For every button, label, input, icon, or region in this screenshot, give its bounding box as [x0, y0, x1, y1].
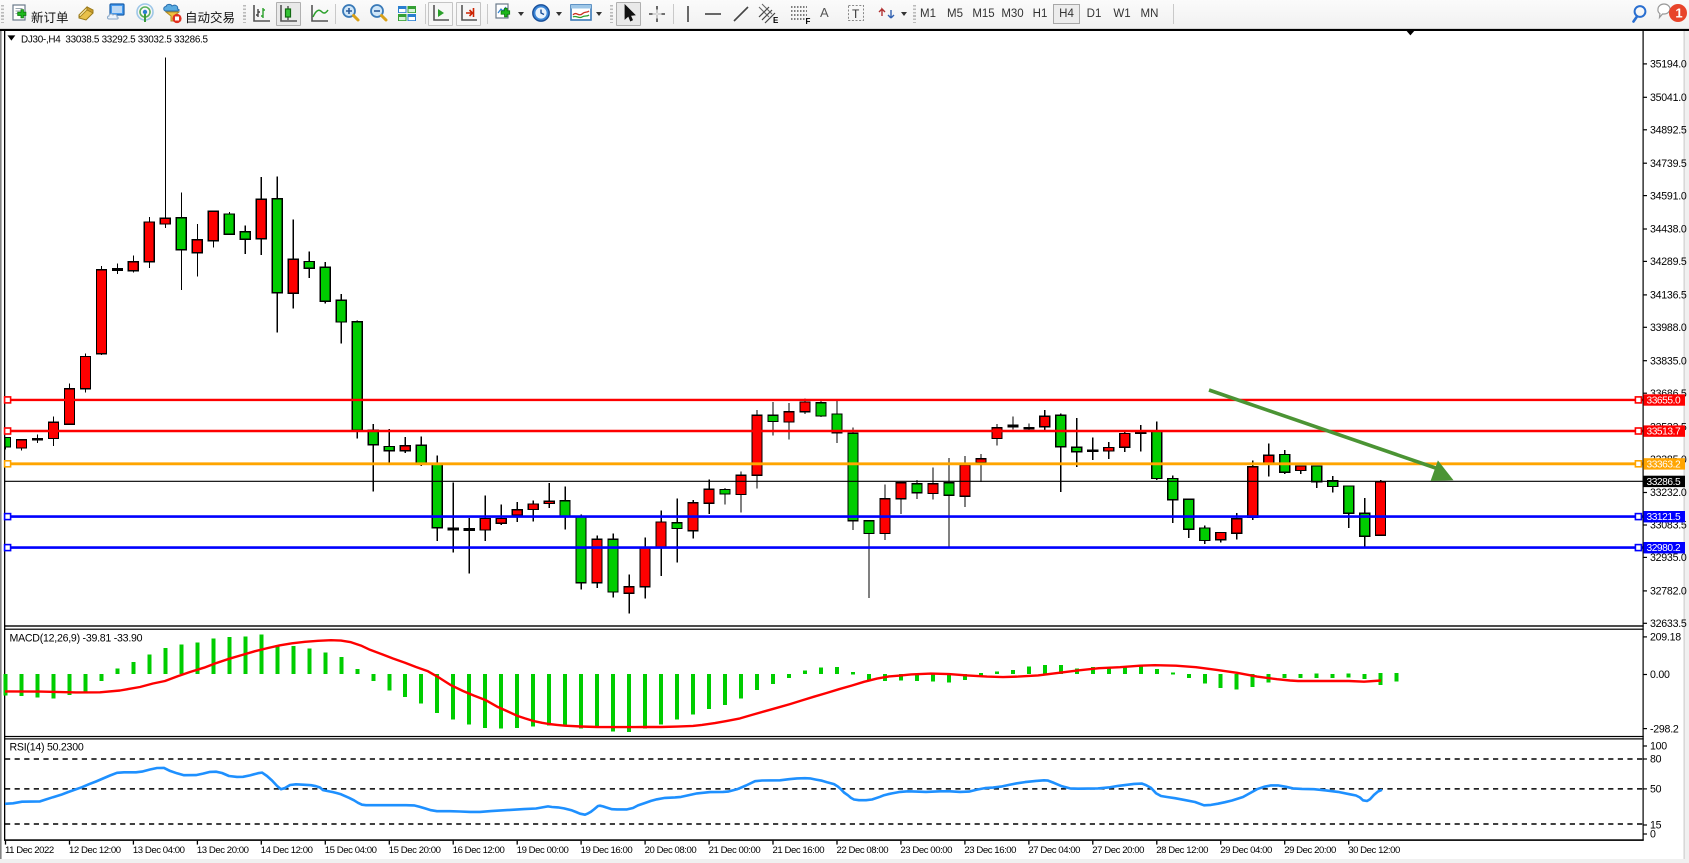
svg-text:15 Dec 20:00: 15 Dec 20:00 [389, 845, 441, 856]
svg-text:12 Dec 12:00: 12 Dec 12:00 [69, 845, 121, 856]
svg-text:32782.0: 32782.0 [1650, 586, 1687, 598]
svg-text:28 Dec 12:00: 28 Dec 12:00 [1156, 845, 1208, 856]
svg-text:27 Dec 20:00: 27 Dec 20:00 [1092, 845, 1144, 856]
svg-text:21 Dec 16:00: 21 Dec 16:00 [773, 845, 825, 856]
svg-text:33513.7: 33513.7 [1647, 427, 1681, 438]
svg-text:RSI(14) 50.2300: RSI(14) 50.2300 [10, 742, 84, 754]
svg-text:33655.0: 33655.0 [1647, 396, 1681, 407]
svg-text:1: 1 [1675, 6, 1682, 21]
svg-text:80: 80 [1650, 754, 1662, 766]
svg-text:11 Dec 2022: 11 Dec 2022 [5, 845, 54, 856]
svg-text:16 Dec 12:00: 16 Dec 12:00 [453, 845, 505, 856]
svg-text:23 Dec 16:00: 23 Dec 16:00 [964, 845, 1016, 856]
svg-text:100: 100 [1650, 741, 1667, 753]
svg-text:32980.2: 32980.2 [1647, 543, 1681, 554]
svg-text:33835.0: 33835.0 [1650, 355, 1687, 367]
svg-text:23 Dec 00:00: 23 Dec 00:00 [900, 845, 952, 856]
svg-text:34892.5: 34892.5 [1650, 125, 1687, 137]
svg-text:14 Dec 12:00: 14 Dec 12:00 [261, 845, 313, 856]
svg-text:15: 15 [1650, 820, 1662, 832]
svg-text:34289.5: 34289.5 [1650, 256, 1687, 268]
svg-text:F: F [806, 17, 811, 25]
svg-text:209.18: 209.18 [1650, 632, 1681, 644]
svg-text:13 Dec 20:00: 13 Dec 20:00 [197, 845, 249, 856]
svg-text:29 Dec 04:00: 29 Dec 04:00 [1220, 845, 1272, 856]
svg-text:34739.5: 34739.5 [1650, 158, 1687, 170]
svg-text:T: T [852, 7, 860, 21]
svg-text:34136.5: 34136.5 [1650, 290, 1687, 302]
svg-text:33232.0: 33232.0 [1650, 487, 1687, 499]
svg-text:33121.5: 33121.5 [1647, 512, 1681, 523]
svg-text:32935.0: 32935.0 [1650, 552, 1687, 564]
svg-text:DJ30-,H4 33038.5 33292.5 3303: DJ30-,H4 33038.5 33292.5 33032.5 33286.5 [21, 35, 209, 46]
svg-text:0.00: 0.00 [1650, 669, 1670, 681]
svg-text:50: 50 [1650, 784, 1662, 796]
svg-text:35041.0: 35041.0 [1650, 92, 1687, 104]
svg-text:-298.2: -298.2 [1650, 723, 1679, 735]
svg-text:32633.5: 32633.5 [1650, 618, 1687, 630]
svg-text:19 Dec 00:00: 19 Dec 00:00 [517, 845, 569, 856]
svg-text:34438.0: 34438.0 [1650, 224, 1687, 236]
svg-text:22 Dec 08:00: 22 Dec 08:00 [837, 845, 889, 856]
svg-text:0: 0 [1650, 829, 1656, 841]
svg-text:34591.0: 34591.0 [1650, 190, 1687, 202]
svg-text:21 Dec 00:00: 21 Dec 00:00 [709, 845, 761, 856]
svg-text:29 Dec 20:00: 29 Dec 20:00 [1284, 845, 1336, 856]
svg-text:27 Dec 04:00: 27 Dec 04:00 [1028, 845, 1080, 856]
svg-text:E: E [773, 16, 779, 25]
svg-text:35194.0: 35194.0 [1650, 59, 1687, 71]
svg-text:15 Dec 04:00: 15 Dec 04:00 [325, 845, 377, 856]
svg-text:33988.0: 33988.0 [1650, 322, 1687, 334]
svg-text:19 Dec 16:00: 19 Dec 16:00 [581, 845, 633, 856]
svg-text:33363.2: 33363.2 [1647, 459, 1681, 470]
svg-text:MACD(12,26,9) -39.81 -33.90: MACD(12,26,9) -39.81 -33.90 [10, 633, 143, 645]
svg-text:33083.5: 33083.5 [1650, 520, 1687, 532]
svg-text:13 Dec 04:00: 13 Dec 04:00 [133, 845, 185, 856]
svg-text:30 Dec 12:00: 30 Dec 12:00 [1348, 845, 1400, 856]
svg-text:33286.5: 33286.5 [1647, 477, 1681, 488]
svg-text:20 Dec 08:00: 20 Dec 08:00 [645, 845, 697, 856]
